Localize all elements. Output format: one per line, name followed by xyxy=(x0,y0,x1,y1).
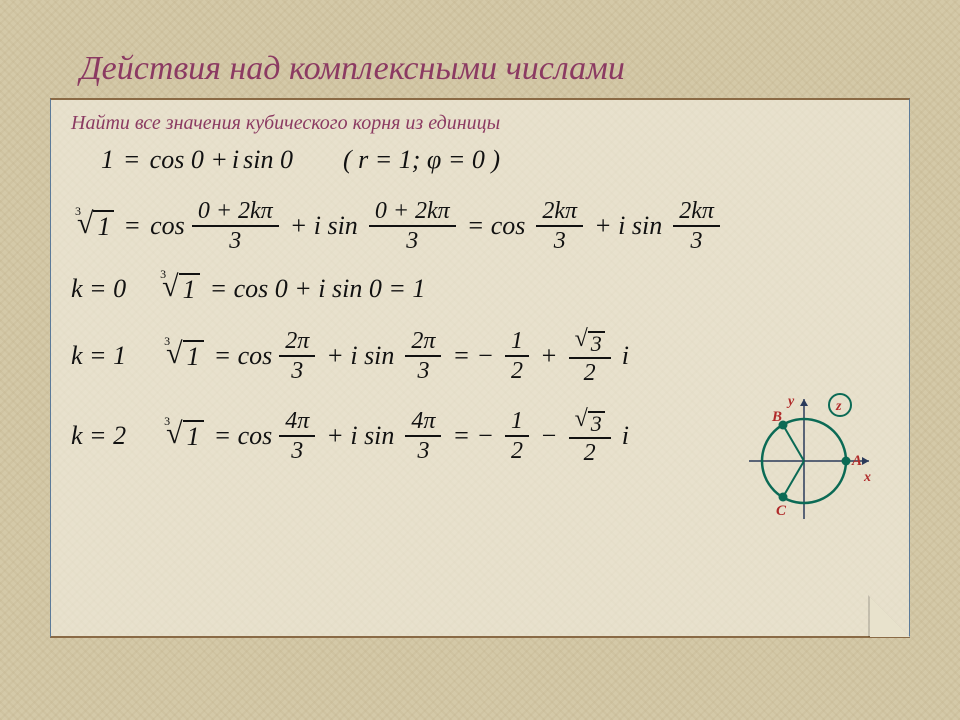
content-panel: Найти все значения кубического корня из … xyxy=(50,98,910,638)
svg-text:y: y xyxy=(786,394,795,409)
svg-text:B: B xyxy=(771,409,782,425)
svg-text:C: C xyxy=(776,503,787,519)
svg-text:A: A xyxy=(851,453,862,469)
cos0: cos 0 + xyxy=(150,145,228,175)
k0-label: k = 0 xyxy=(71,274,126,304)
k1-label: k = 1 xyxy=(71,341,126,371)
k2-label: k = 2 xyxy=(71,421,126,451)
subtitle: Найти все значения кубического корня из … xyxy=(71,112,889,135)
line-trig-form: 1 = cos 0 + i sin 0 ( r = 1; φ = 0 ) xyxy=(101,145,889,175)
svg-text:x: x xyxy=(863,470,871,485)
params: ( r = 1; φ = 0 ) xyxy=(343,145,500,175)
line-k1: k = 1 3√1 = cos 2π3 + i sin 2π3 = − 12 +… xyxy=(71,327,889,385)
cbrt: 3 √ 1 xyxy=(71,210,114,242)
line-generic: 3 √ 1 = cos 0 + 2kπ3 + i sin 0 + 2kπ3 = … xyxy=(71,199,889,253)
page-curl xyxy=(870,597,910,637)
sin0: sin 0 xyxy=(243,145,293,175)
svg-text:z: z xyxy=(835,399,842,414)
one: 1 xyxy=(101,145,114,175)
line-k0: k = 0 3√1 = cos 0 + i sin 0 = 1 xyxy=(71,273,889,305)
roots-diagram: A B Cx y z xyxy=(744,391,884,536)
page-title: Действия над комплексными числами xyxy=(80,50,910,88)
